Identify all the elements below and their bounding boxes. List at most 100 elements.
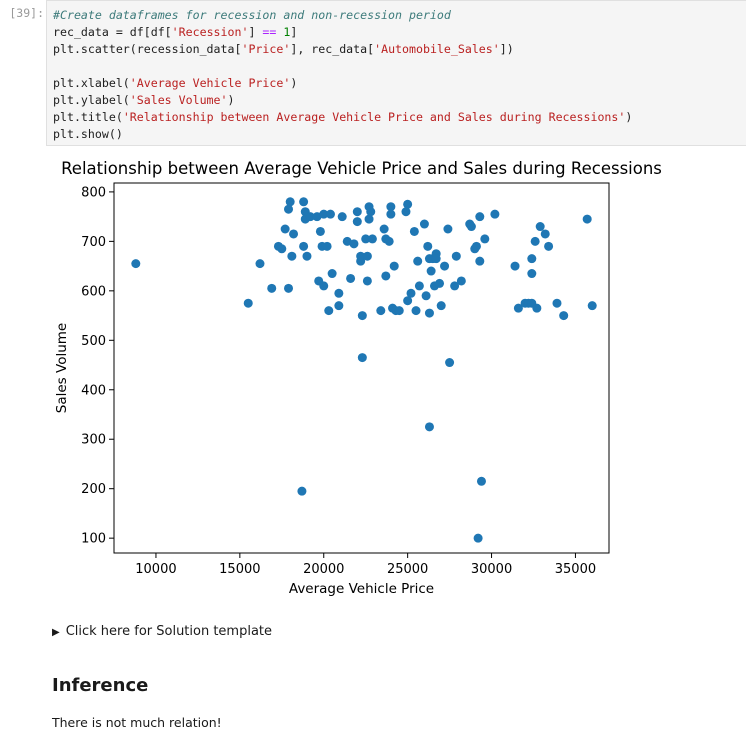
data-point xyxy=(475,256,485,266)
data-point xyxy=(302,251,312,261)
data-point xyxy=(527,269,537,279)
code-token: plt.title( xyxy=(53,110,123,124)
data-point xyxy=(315,226,325,236)
data-point xyxy=(424,308,434,318)
data-point xyxy=(582,214,592,224)
data-point xyxy=(366,207,376,217)
data-point xyxy=(421,291,431,301)
code-cell[interactable]: #Create dataframes for recession and non… xyxy=(46,0,746,146)
data-point xyxy=(285,197,295,207)
data-point xyxy=(299,197,309,207)
data-point xyxy=(510,261,520,271)
data-point xyxy=(527,254,537,264)
x-tick-label: 35000 xyxy=(555,562,596,577)
data-point xyxy=(297,486,307,496)
code-line xyxy=(53,58,632,75)
code-line: plt.show() xyxy=(53,126,632,143)
data-point xyxy=(451,251,461,261)
disclosure-triangle-icon: ▶ xyxy=(52,627,60,638)
code-line: plt.xlabel('Average Vehicle Price') xyxy=(53,75,632,92)
data-point xyxy=(476,476,486,486)
data-point xyxy=(287,251,297,261)
data-point xyxy=(530,236,540,246)
data-point xyxy=(426,266,436,276)
solution-template-label: Click here for Solution template xyxy=(65,624,273,639)
code-token: rec_data = df[df[ xyxy=(53,25,172,39)
code-token: ] xyxy=(290,25,298,39)
data-point xyxy=(411,306,421,316)
data-point xyxy=(299,241,309,251)
code-token: #Create dataframes for recession and non… xyxy=(53,8,451,22)
code-line: plt.scatter(recession_data['Price'], rec… xyxy=(53,41,632,58)
data-point xyxy=(445,358,455,368)
data-point xyxy=(406,288,416,298)
data-point xyxy=(440,261,450,271)
x-tick-label: 15000 xyxy=(219,562,260,577)
data-point xyxy=(475,212,485,222)
code-line: plt.title('Relationship between Average … xyxy=(53,109,632,126)
data-point xyxy=(367,234,377,244)
y-axis-label: Sales Volume xyxy=(54,323,70,413)
code-token: 1 xyxy=(283,25,291,39)
data-point xyxy=(386,209,396,219)
x-tick-label: 25000 xyxy=(387,562,428,577)
data-point xyxy=(362,251,372,261)
data-point xyxy=(322,241,332,251)
data-point xyxy=(389,261,399,271)
data-point xyxy=(544,241,554,251)
y-tick-label: 600 xyxy=(81,284,106,299)
x-axis-label: Average Vehicle Price xyxy=(289,581,434,597)
data-point xyxy=(473,533,483,543)
code-token: plt.ylabel( xyxy=(53,93,130,107)
data-point xyxy=(334,288,344,298)
data-point xyxy=(277,244,287,254)
y-tick-label: 500 xyxy=(81,334,106,349)
data-point xyxy=(379,224,389,234)
data-point xyxy=(450,281,460,291)
data-point xyxy=(414,281,424,291)
data-point xyxy=(243,298,253,308)
code-token: ) xyxy=(227,93,235,107)
data-point xyxy=(559,311,569,321)
data-point xyxy=(535,222,545,232)
data-point xyxy=(361,234,371,244)
data-point xyxy=(394,306,404,316)
data-point xyxy=(352,207,362,217)
data-point xyxy=(424,422,434,432)
x-tick-label: 30000 xyxy=(471,562,512,577)
data-point xyxy=(356,251,366,261)
data-point xyxy=(357,353,367,363)
data-point xyxy=(409,226,419,236)
code-token: plt.xlabel( xyxy=(53,76,130,90)
code-token: 'Sales Volume' xyxy=(129,93,228,107)
code-line: #Create dataframes for recession and non… xyxy=(53,7,632,24)
solution-template-toggle[interactable]: ▶ Click here for Solution template xyxy=(52,624,272,639)
code-token: 'Relationship between Average Vehicle Pr… xyxy=(122,110,626,124)
code-token: ]) xyxy=(499,42,514,56)
data-point xyxy=(324,306,334,316)
code-token: 'Price' xyxy=(241,42,291,56)
data-point xyxy=(471,241,481,251)
data-point xyxy=(346,273,356,283)
code-token: ) xyxy=(625,110,633,124)
code-token: plt.show() xyxy=(53,127,123,141)
y-tick-label: 700 xyxy=(81,235,106,250)
data-point xyxy=(381,271,391,281)
cell-prompt: [39]: xyxy=(9,6,44,20)
x-tick-label: 20000 xyxy=(303,562,344,577)
data-point xyxy=(349,239,359,249)
data-point xyxy=(532,303,542,313)
code-token: 'Recession' xyxy=(171,25,249,39)
data-point xyxy=(337,212,347,222)
data-point xyxy=(456,276,466,286)
y-tick-label: 100 xyxy=(81,532,106,547)
x-tick-label: 10000 xyxy=(135,562,176,577)
code-line: plt.ylabel('Sales Volume') xyxy=(53,92,632,109)
data-point xyxy=(403,296,413,306)
data-point xyxy=(552,298,562,308)
code-editor[interactable]: #Create dataframes for recession and non… xyxy=(53,7,632,143)
data-point xyxy=(384,236,394,246)
data-point xyxy=(436,301,446,311)
plot-frame xyxy=(113,182,610,554)
inference-text: There is not much relation! xyxy=(52,715,222,730)
